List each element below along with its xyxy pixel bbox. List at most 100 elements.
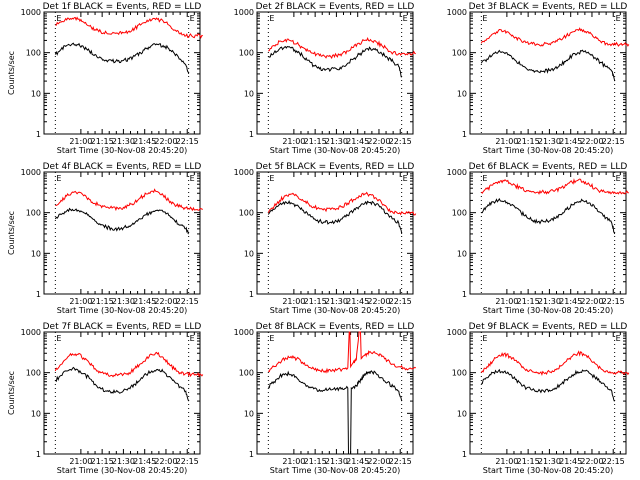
y-tick-label: 10: [457, 89, 467, 98]
x-tick-label: 21:15: [304, 137, 327, 146]
detector-panel: Det 4f BLACK = Events, RED = LLD 1 10 100 10…: [7, 162, 203, 315]
plot-frame: [43, 331, 201, 455]
x-tick-label: 21:00: [69, 137, 92, 146]
detector-panel: Det 3f BLACK = Events, RED = LLD 1 10 100 10…: [447, 2, 630, 155]
panel-title: Det 7f BLACK = Events, RED = LLD: [43, 322, 202, 332]
x-tick-label: 21:30: [112, 137, 135, 146]
lld-series-line: [480, 350, 630, 376]
panel-title: Det 9f BLACK = Events, RED = LLD: [469, 322, 628, 332]
y-tick-label: 1000: [21, 328, 41, 337]
y-tick-label: 1000: [21, 168, 41, 177]
x-tick-label: 22:15: [176, 137, 199, 146]
x-tick-label: 22:00: [154, 297, 177, 306]
x-tick-label: 22:00: [367, 457, 390, 466]
plot-frame: [469, 11, 627, 135]
y-tick-label: 10: [31, 249, 41, 258]
event-marker-label: E: [56, 174, 61, 183]
y-tick-label: 1: [36, 290, 41, 299]
detector-panel: Det 5f BLACK = Events, RED = LLD 1 10 100 10…: [234, 162, 417, 315]
x-tick-label: 21:45: [559, 297, 582, 306]
plot-frame: [469, 171, 627, 295]
event-marker-label: E: [56, 334, 61, 343]
y-tick-label: 1: [36, 450, 41, 459]
x-tick-label: 21:15: [517, 457, 540, 466]
x-tick-label: 21:30: [325, 457, 348, 466]
x-tick-label: 21:15: [91, 137, 114, 146]
y-tick-label: 10: [244, 89, 254, 98]
x-tick-label: 21:00: [495, 297, 518, 306]
y-tick-label: 1: [462, 290, 467, 299]
lld-series-line: [480, 178, 629, 195]
x-tick-label: 21:30: [538, 137, 561, 146]
event-marker-label: E: [56, 14, 61, 23]
y-tick-label: 100: [26, 209, 41, 218]
event-marker-label: E: [403, 334, 408, 343]
event-marker-label: E: [616, 174, 621, 183]
x-tick-label: 22:15: [176, 457, 199, 466]
y-tick-label: 1: [249, 130, 254, 139]
y-tick-label: 100: [239, 49, 254, 58]
y-tick-label: 1: [36, 130, 41, 139]
x-tick-label: 22:15: [176, 297, 199, 306]
y-tick-label: 10: [244, 249, 254, 258]
y-tick-label: 1000: [234, 328, 254, 337]
y-tick-label: 1000: [447, 328, 467, 337]
x-tick-label: 21:15: [304, 457, 327, 466]
lld-series-line: [268, 37, 416, 60]
x-tick-label: 21:15: [91, 457, 114, 466]
y-tick-label: 1000: [234, 8, 254, 17]
x-axis-label: Start Time (30-Nov-08 20:45:20): [270, 146, 400, 155]
plot-frame: [256, 171, 414, 295]
y-axis-label: Counts/sec: [7, 371, 16, 415]
x-tick-label: 21:30: [325, 137, 348, 146]
x-tick-label: 21:45: [133, 137, 156, 146]
x-tick-label: 21:45: [346, 457, 369, 466]
y-tick-label: 10: [31, 409, 41, 418]
panel-title: Det 5f BLACK = Events, RED = LLD: [256, 162, 415, 172]
y-tick-label: 1000: [21, 8, 41, 17]
lld-series-line: [267, 191, 417, 216]
events-series-line: [54, 207, 189, 235]
events-series-line: [480, 49, 616, 82]
event-marker-label: E: [190, 174, 195, 183]
y-tick-label: 1000: [447, 168, 467, 177]
x-tick-label: 22:00: [154, 137, 177, 146]
x-tick-label: 21:00: [495, 137, 518, 146]
x-tick-label: 21:30: [112, 457, 135, 466]
x-tick-label: 21:45: [133, 297, 156, 306]
event-marker-label: E: [269, 334, 274, 343]
event-marker-label: E: [190, 334, 195, 343]
y-tick-label: 1: [249, 290, 254, 299]
y-tick-label: 1: [249, 450, 254, 459]
x-tick-label: 22:15: [602, 297, 625, 306]
detector-panel: Det 6f BLACK = Events, RED = LLD 1 10 100 10…: [447, 162, 629, 315]
event-marker-label: E: [616, 14, 621, 23]
event-marker-label: E: [616, 334, 621, 343]
y-axis-label: Counts/sec: [7, 211, 16, 255]
detector-panel: Det 2f BLACK = Events, RED = LLD 1 10 100 10…: [234, 2, 416, 155]
plot-frame: [256, 331, 414, 455]
y-tick-label: 1000: [447, 8, 467, 17]
x-tick-label: 22:15: [389, 137, 412, 146]
events-series-line: [481, 197, 616, 235]
event-marker-label: E: [482, 174, 487, 183]
events-series-line: [481, 368, 615, 402]
x-axis-label: Start Time (30-Nov-08 20:45:20): [57, 466, 187, 475]
event-marker-label: E: [269, 14, 274, 23]
lld-series-line: [480, 27, 630, 47]
x-axis-label: Start Time (30-Nov-08 20:45:20): [270, 466, 400, 475]
y-tick-label: 1: [462, 130, 467, 139]
y-tick-label: 100: [452, 49, 467, 58]
x-axis-label: Start Time (30-Nov-08 20:45:20): [483, 306, 613, 315]
x-axis-label: Start Time (30-Nov-08 20:45:20): [270, 306, 400, 315]
y-tick-label: 100: [239, 369, 254, 378]
plot-frame: [43, 11, 201, 135]
y-tick-label: 100: [452, 209, 467, 218]
events-series-line: [268, 45, 403, 78]
event-marker-label: E: [190, 14, 195, 23]
x-tick-label: 21:15: [517, 137, 540, 146]
x-tick-label: 21:00: [69, 297, 92, 306]
x-tick-label: 22:15: [389, 457, 412, 466]
detector-panel: Det 1f BLACK = Events, RED = LLD 1 10 100 10…: [7, 2, 204, 155]
